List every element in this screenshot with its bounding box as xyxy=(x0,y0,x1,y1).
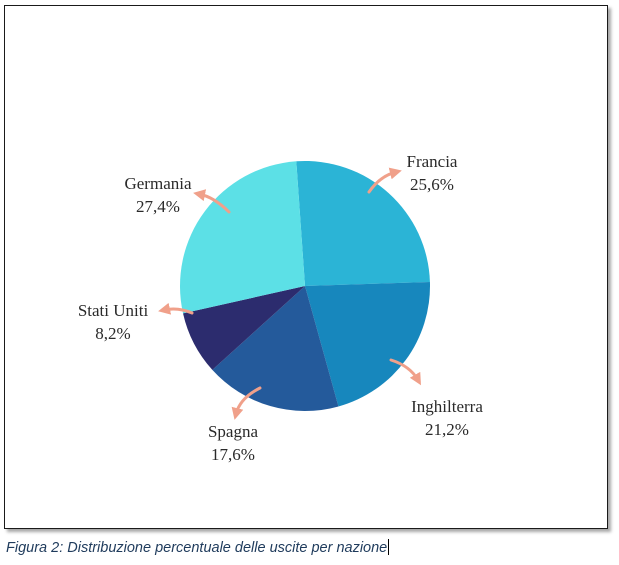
slice-label-inghilterra: Inghilterra xyxy=(411,397,483,416)
slice-value-germania: 27,4% xyxy=(136,197,180,216)
text-cursor xyxy=(388,539,390,555)
pie-slice-francia xyxy=(296,160,430,286)
slice-label-germania: Germania xyxy=(124,174,191,193)
slice-value-francia: 25,6% xyxy=(410,175,454,194)
pie-slice-spagna xyxy=(212,286,339,411)
arrow-stati-uniti xyxy=(158,302,194,315)
slice-label-stati-uniti: Stati Uniti xyxy=(78,301,149,320)
pie-slice-germania xyxy=(180,161,305,314)
figure-caption: Figura 2: Distribuzione percentuale dell… xyxy=(6,539,390,556)
slice-label-spagna: Spagna xyxy=(208,422,259,441)
slice-labels: Francia 25,6% Inghilterra 21,2% Spagna 17,6% S… xyxy=(78,152,484,464)
slice-value-spagna: 17,6% xyxy=(211,445,255,464)
slice-value-stati-uniti: 8,2% xyxy=(95,324,130,343)
slice-value-inghilterra: 21,2% xyxy=(425,420,469,439)
label-arrows xyxy=(158,167,421,420)
arrow-spagna xyxy=(231,386,262,420)
pie-slices xyxy=(180,160,431,411)
arrow-inghilterra xyxy=(389,358,421,386)
arrow-francia xyxy=(367,167,402,194)
caption-text: Figura 2: Distribuzione percentuale dell… xyxy=(6,540,388,556)
pie-slice-inghilterra xyxy=(305,281,431,407)
arrow-germania xyxy=(193,189,231,214)
slice-label-francia: Francia xyxy=(407,152,458,171)
pie-slice-stati-uniti xyxy=(183,286,305,370)
